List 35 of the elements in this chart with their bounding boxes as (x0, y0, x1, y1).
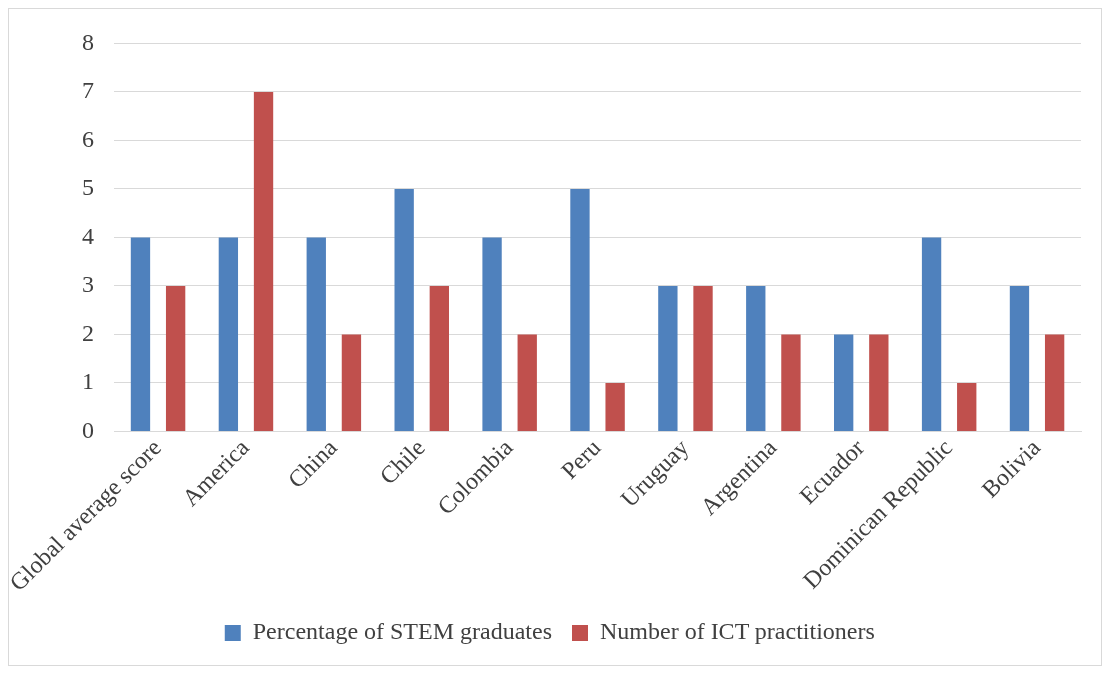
bar (253, 91, 274, 431)
y-tick-label: 1 (82, 368, 95, 395)
y-tick-label: 4 (82, 222, 95, 249)
bar (218, 237, 239, 431)
bar (130, 237, 151, 431)
legend-label: Percentage of STEM graduates (252, 618, 552, 645)
bar (165, 285, 186, 431)
y-tick-label: 2 (82, 319, 95, 346)
bar (341, 334, 362, 431)
bar (834, 334, 854, 431)
y-tick-label: 7 (82, 77, 95, 104)
y-tick-label: 0 (82, 416, 95, 443)
bar (693, 285, 713, 431)
x-tick-label: Peru (556, 434, 606, 484)
y-tick-label: 8 (82, 28, 95, 55)
bar (429, 285, 449, 431)
bar (658, 285, 678, 431)
bar (869, 334, 889, 431)
bar (306, 237, 326, 431)
bar (1009, 285, 1030, 431)
bar (394, 188, 414, 431)
bar (921, 237, 942, 431)
legend-label: Number of ICT practitioners (599, 618, 875, 645)
bar (746, 285, 766, 431)
bar (605, 382, 625, 431)
y-tick-label: 3 (82, 271, 95, 298)
bar (781, 334, 801, 431)
y-tick-label: 6 (82, 125, 95, 152)
bar (517, 334, 537, 431)
bar (570, 188, 590, 431)
bar (957, 382, 977, 431)
bar (1044, 334, 1065, 431)
bar (482, 237, 502, 431)
y-tick-label: 5 (82, 174, 95, 201)
x-tick-label: Chile (374, 434, 430, 490)
